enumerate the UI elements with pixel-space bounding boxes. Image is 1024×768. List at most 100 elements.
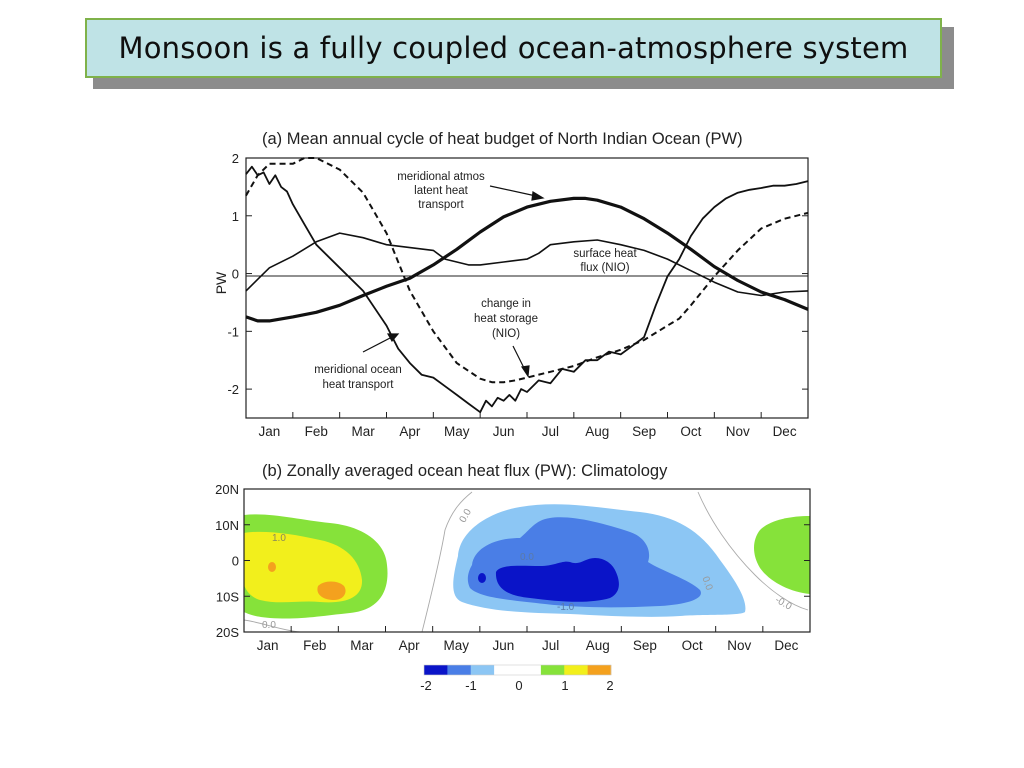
a-xtick-label-0: Jan: [259, 424, 281, 439]
a-xtick-label-1: Feb: [305, 424, 328, 439]
contour-label-5: 0.0: [262, 620, 276, 631]
annot-ocean-line1: meridional ocean: [314, 364, 402, 376]
annotation-arrows: [362, 185, 545, 378]
b-xtick-label-1: Feb: [303, 638, 326, 653]
b-xtick-label-5: Jun: [493, 638, 515, 653]
a-xtick-label-3: Apr: [399, 424, 421, 439]
series-line-3: [245, 165, 809, 414]
b-ytick-label-3: 10S: [216, 589, 239, 604]
colorbar-swatch-2: [470, 665, 495, 675]
chart-a-title: (a) Mean annual cycle of heat budget of …: [262, 130, 743, 148]
colorbar-label-4: 2: [606, 678, 613, 693]
arrow-storage-head: [520, 365, 530, 378]
series-line-0: [245, 196, 809, 323]
colorbar-label-0: -2: [420, 678, 432, 693]
contour-label-6: 0.0: [520, 552, 534, 563]
contour-label-1: 1.0: [272, 533, 286, 544]
colorbar-swatch-6: [564, 665, 588, 675]
annot-surface: surface heat flux (NIO): [573, 248, 637, 274]
annot-atmos: meridional atmos latent heat transport: [397, 171, 485, 211]
a-xtick-label-11: Dec: [773, 424, 797, 439]
contour-zero-left: [421, 491, 473, 632]
region-positive-orange-small: [268, 562, 276, 572]
arrow-ocean-head: [386, 333, 400, 343]
colorbar-swatch-3: [494, 665, 518, 675]
a-ytick-label-3: -1: [227, 324, 239, 339]
b-xtick-label-2: Mar: [350, 638, 374, 653]
annot-atmos-line1: meridional atmos: [397, 171, 485, 183]
contour-zero-lower-left: [244, 619, 301, 632]
colorbar-swatch-5: [540, 665, 565, 675]
region-negative-deep: [495, 558, 619, 602]
a-xtick-label-7: Aug: [585, 424, 609, 439]
chart-a-ylabel: PW: [213, 271, 229, 294]
colorbar-label-1: -1: [465, 678, 477, 693]
b-ytick-label-2: 0: [232, 554, 239, 569]
b-ytick-label-4: 20S: [216, 625, 239, 640]
colorbar-swatch-0: [424, 665, 448, 675]
b-ytick-label-0: 20N: [215, 482, 239, 497]
b-xtick-label-7: Aug: [586, 638, 610, 653]
arrow-atmos-head: [531, 191, 545, 201]
annot-surface-line1: surface heat: [573, 248, 637, 260]
arrow-ocean: [362, 336, 393, 353]
a-xtick-label-9: Oct: [680, 424, 701, 439]
annot-ocean-line2: heat transport: [323, 379, 395, 391]
region-positive-orange-large: [317, 581, 346, 600]
colorbar-label-3: 1: [561, 678, 568, 693]
colorbar-swatch-4: [517, 665, 542, 675]
a-xtick-label-10: Nov: [726, 424, 750, 439]
slide-title: Monsoon is a fully coupled ocean-atmosph…: [118, 31, 909, 65]
region-positive-green-right: [754, 516, 810, 594]
chart-a-yticks: 2 1 0 -1 -2: [227, 151, 808, 397]
region-negative-deep-spot: [478, 573, 486, 583]
annot-surface-line2: flux (NIO): [580, 262, 629, 274]
contour-label-4: -1.0: [557, 602, 575, 613]
b-xtick-label-11: Dec: [774, 638, 798, 653]
contour-zero-right: [697, 491, 809, 611]
b-xtick-label-3: Apr: [399, 638, 421, 653]
chart-b-xticks: Jan Feb Mar Apr May Jun Jul Aug Sep Oct Nov Dec: [243, 626, 799, 653]
arrow-atmos: [489, 185, 537, 197]
b-xtick-label-9: Oct: [682, 638, 703, 653]
series-line-2: [245, 157, 809, 384]
a-ytick-label-4: -2: [227, 382, 239, 397]
colorbar-outline: [423, 664, 612, 676]
contour-label-3: 0.0: [699, 575, 714, 592]
b-xtick-label-4: May: [443, 638, 469, 653]
a-xtick-label-4: May: [444, 424, 470, 439]
b-xtick-label-0: Jan: [257, 638, 279, 653]
series-line-1: [245, 232, 809, 297]
annot-storage: change in heat storage (NIO): [474, 298, 538, 340]
chart-b-yticks: 20N 10N 0 10S 20S: [215, 482, 810, 640]
annot-atmos-line3: transport: [418, 199, 464, 211]
chart-a-xticks: Jan Feb Mar Apr May Jun Jul Aug Sep Oct Nov Dec: [245, 412, 797, 439]
annot-storage-line3: (NIO): [492, 328, 520, 340]
b-xtick-label-10: Nov: [727, 638, 751, 653]
b-ytick-label-1: 10N: [215, 518, 239, 533]
b-xtick-label-8: Sep: [633, 638, 657, 653]
arrow-storage: [512, 345, 526, 371]
annot-storage-line1: change in: [481, 298, 531, 310]
colorbar-label-2: 0: [515, 678, 522, 693]
colorbar-swatch-1: [447, 665, 472, 675]
a-xtick-label-8: Sep: [632, 424, 656, 439]
chart-b-field: [244, 491, 810, 632]
chart-a-series: [245, 157, 809, 414]
a-ytick-label-0: 2: [232, 151, 239, 166]
colorbar: [423, 664, 612, 676]
a-ytick-label-2: 0: [232, 267, 239, 282]
a-ytick-label-1: 1: [232, 209, 239, 224]
colorbar-swatch-7: [587, 665, 612, 675]
annot-storage-line2: heat storage: [474, 313, 538, 325]
colorbar-labels: -2 -1 0 1 2: [420, 678, 613, 693]
a-xtick-label-5: Jun: [493, 424, 515, 439]
b-xtick-label-6: Jul: [542, 638, 559, 653]
annot-ocean: meridional ocean heat transport: [314, 364, 402, 391]
a-xtick-label-2: Mar: [351, 424, 375, 439]
chart-b-title: (b) Zonally averaged ocean heat flux (PW…: [262, 462, 668, 480]
title-box: Monsoon is a fully coupled ocean-atmosph…: [85, 18, 942, 78]
annot-atmos-line2: latent heat: [414, 185, 469, 197]
a-xtick-label-6: Jul: [542, 424, 559, 439]
